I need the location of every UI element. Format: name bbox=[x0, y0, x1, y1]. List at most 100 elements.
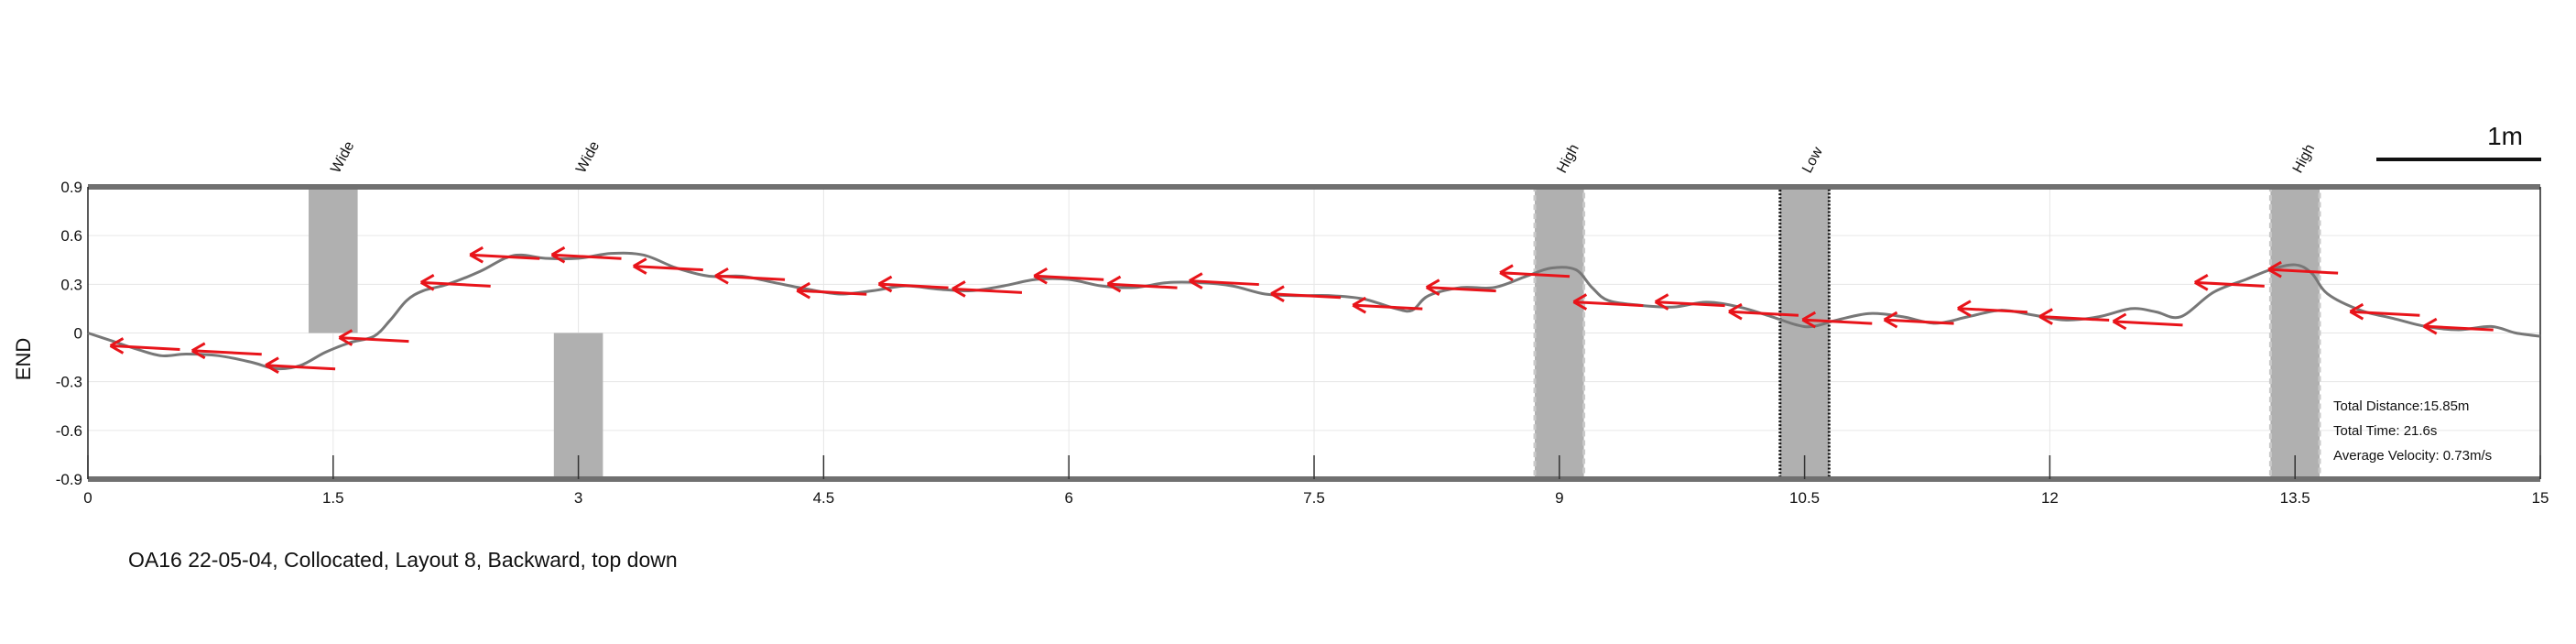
x-tick-label: 9 bbox=[1555, 489, 1563, 507]
heading-arrow bbox=[877, 275, 949, 293]
heading-arrow bbox=[469, 246, 540, 264]
arrow-head-bottom bbox=[1270, 292, 1285, 303]
arrow-head-top bbox=[469, 246, 484, 257]
heading-arrow bbox=[951, 280, 1023, 298]
arrow-shaft bbox=[633, 265, 703, 272]
arrow-shaft bbox=[1107, 282, 1178, 289]
grid bbox=[87, 186, 2541, 480]
arrow-shaft bbox=[1884, 318, 1954, 325]
heading-arrow bbox=[1728, 302, 1799, 321]
obstacle-high bbox=[1533, 185, 1586, 481]
arrow-head-bottom bbox=[1499, 271, 1514, 282]
obstacle-label: High bbox=[1554, 142, 1581, 176]
obstacle-label: High bbox=[2290, 142, 2318, 176]
arrow-head-top bbox=[1654, 293, 1669, 303]
arrow-head-top bbox=[338, 329, 353, 339]
heading-arrow bbox=[1270, 285, 1342, 303]
x-tick-label: 12 bbox=[2041, 489, 2059, 507]
arrow-shaft bbox=[551, 253, 622, 260]
arrow-shaft bbox=[2268, 267, 2339, 275]
arrow-head-top bbox=[1883, 311, 1898, 322]
arrow-head-top bbox=[1106, 275, 1122, 286]
heading-arrow bbox=[550, 246, 622, 264]
arrow-head-top bbox=[1499, 264, 1514, 275]
arrow-shaft bbox=[2423, 324, 2494, 332]
arrow-head-bottom bbox=[2267, 267, 2282, 278]
heading-arrow bbox=[1883, 311, 1954, 329]
heading-arrow bbox=[2038, 308, 2110, 325]
figure-caption: OA16 22-05-04, Collocated, Layout 8, Bac… bbox=[128, 548, 678, 572]
arrow-shaft bbox=[1728, 310, 1799, 317]
arrow-head-top bbox=[1572, 293, 1588, 303]
arrow-shaft bbox=[339, 336, 409, 344]
arrow-head-bottom bbox=[1352, 303, 1367, 314]
obstacle-label: Wide bbox=[573, 139, 603, 176]
scale-bar-label: 1m bbox=[2487, 122, 2523, 150]
arrow-head-bottom bbox=[714, 274, 729, 285]
arrow-head-bottom bbox=[1189, 279, 1203, 289]
arrow-head-bottom bbox=[1572, 300, 1588, 311]
arrow-head-top bbox=[1728, 302, 1743, 313]
arrow-shaft bbox=[2350, 310, 2420, 317]
trial-stats: Total Distance:15.85m Total Time: 21.6s … bbox=[2333, 394, 2492, 468]
x-tick-label: 1.5 bbox=[322, 489, 344, 507]
y-axis-label: END bbox=[12, 338, 35, 380]
arrow-shaft bbox=[797, 289, 867, 296]
arrow-shaft bbox=[1655, 300, 1725, 308]
arrow-head-top bbox=[1425, 278, 1440, 289]
heading-arrow bbox=[1957, 300, 2027, 317]
total-distance: Total Distance:15.85m bbox=[2333, 398, 2470, 414]
obstacles: Wide Wide High Low High bbox=[309, 139, 2321, 481]
arrow-head-bottom bbox=[338, 336, 353, 346]
arrow-head-bottom bbox=[550, 253, 566, 264]
arrow-shaft bbox=[1034, 274, 1104, 281]
arrow-head-bottom bbox=[1883, 318, 1898, 329]
x-tick-label: 6 bbox=[1064, 489, 1072, 507]
arrow-head-top bbox=[109, 337, 125, 347]
x-tick-label: 15 bbox=[2532, 489, 2549, 507]
heading-arrow bbox=[1189, 272, 1259, 289]
arrow-head-top bbox=[633, 257, 647, 267]
heading-arrow bbox=[633, 257, 703, 275]
average-velocity: Average Velocity: 0.73m/s bbox=[2333, 448, 2493, 464]
arrow-head-bottom bbox=[2038, 315, 2053, 325]
arrow-shaft bbox=[1802, 318, 1873, 325]
heading-arrow bbox=[109, 337, 180, 355]
arrow-head-top bbox=[419, 274, 435, 284]
x-tick-label: 0 bbox=[83, 489, 92, 507]
arrow-head-bottom bbox=[419, 281, 435, 291]
arrow-shaft bbox=[1426, 286, 1496, 293]
arrow-shaft bbox=[1573, 300, 1644, 308]
arrow-head-bottom bbox=[1106, 282, 1122, 293]
heading-arrow bbox=[796, 281, 867, 300]
arrow-head-top bbox=[951, 280, 966, 290]
axis-ticks: 0 1.5 3 4.5 6 7.5 9 10.5 12 13.5 15 0.9 0.6 0.3 0 -0.3 -… bbox=[56, 179, 2549, 507]
arrow-head-top bbox=[1033, 267, 1048, 278]
arrow-shaft bbox=[420, 280, 491, 288]
heading-arrow bbox=[2422, 317, 2494, 335]
heading-arrow bbox=[419, 274, 491, 291]
arrow-head-top bbox=[1189, 272, 1203, 282]
x-tick-label: 10.5 bbox=[1789, 489, 1820, 507]
arrow-head-bottom bbox=[2112, 320, 2127, 331]
y-tick-label: 0.9 bbox=[60, 179, 82, 196]
arrow-head-bottom bbox=[109, 344, 125, 355]
heading-arrow bbox=[2267, 260, 2339, 278]
arrow-shaft bbox=[2194, 280, 2265, 288]
arrow-head-bottom bbox=[1957, 307, 1972, 317]
y-tick-label: -0.6 bbox=[56, 422, 82, 440]
heading-arrow bbox=[191, 342, 262, 360]
arrow-head-bottom bbox=[1425, 286, 1440, 296]
heading-arrow bbox=[1499, 264, 1571, 282]
heading-arrow bbox=[1106, 275, 1178, 293]
heading-arrow bbox=[714, 267, 786, 285]
obstacle-low bbox=[1778, 185, 1831, 481]
arrow-head-bottom bbox=[796, 289, 811, 300]
arrow-shaft bbox=[470, 253, 540, 260]
arrow-shaft bbox=[1270, 292, 1342, 300]
arrow-shaft bbox=[191, 349, 262, 356]
obstacle-wide bbox=[553, 333, 603, 479]
x-tick-label: 13.5 bbox=[2280, 489, 2310, 507]
arrow-head-top bbox=[1352, 296, 1367, 307]
